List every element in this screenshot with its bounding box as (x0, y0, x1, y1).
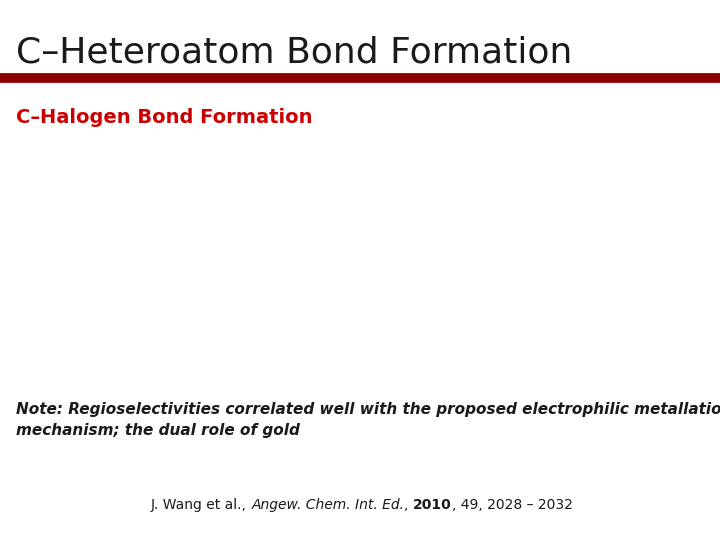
Text: J. Wang et al., Angew. Chem. Int. Ed., 2010, 49, 2028 – 2032: J. Wang et al., Angew. Chem. Int. Ed., 2… (151, 498, 569, 512)
Text: , 49, 2028 – 2032: , 49, 2028 – 2032 (452, 498, 572, 512)
Text: J. Wang et al.,: J. Wang et al., (151, 498, 251, 512)
Text: 2010: 2010 (413, 498, 452, 512)
Text: C–Heteroatom Bond Formation: C–Heteroatom Bond Formation (16, 35, 572, 69)
Text: ,: , (405, 498, 413, 512)
Text: C–Halogen Bond Formation: C–Halogen Bond Formation (16, 108, 312, 127)
Text: Note: Regioselectivities correlated well with the proposed electrophilic metalla: Note: Regioselectivities correlated well… (16, 402, 720, 438)
Text: Angew. Chem. Int. Ed.: Angew. Chem. Int. Ed. (251, 498, 405, 512)
